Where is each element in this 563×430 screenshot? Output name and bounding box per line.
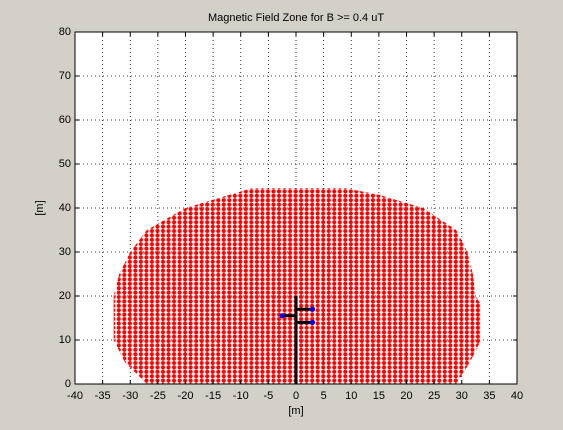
- x-tick-label: -30: [122, 390, 138, 402]
- x-tick-label: 0: [293, 390, 299, 402]
- y-tick-label: 80: [59, 26, 71, 38]
- x-tick-label: 40: [511, 390, 523, 402]
- y-tick-label: 30: [59, 246, 71, 258]
- y-tick-label: 0: [65, 378, 71, 390]
- x-tick-label: 5: [321, 390, 327, 402]
- x-tick-label: 10: [345, 390, 357, 402]
- y-tick-label: 20: [59, 290, 71, 302]
- x-axis-label: [m]: [288, 405, 303, 417]
- conductor: [310, 319, 316, 325]
- conductor: [279, 313, 285, 319]
- x-tick-label: 35: [483, 390, 495, 402]
- conductor: [310, 306, 316, 312]
- x-tick-label: -25: [150, 390, 166, 402]
- chart-title: Magnetic Field Zone for B >= 0.4 uT: [208, 12, 384, 24]
- y-tick-label: 50: [59, 158, 71, 170]
- x-tick-label: -5: [263, 390, 273, 402]
- x-tick-label: -10: [233, 390, 249, 402]
- x-tick-label: 25: [428, 390, 440, 402]
- x-tick-label: 30: [456, 390, 468, 402]
- y-tick-label: 60: [59, 114, 71, 126]
- x-tick-label: -40: [67, 390, 83, 402]
- x-tick-label: -35: [95, 390, 111, 402]
- x-tick-label: 15: [373, 390, 385, 402]
- x-tick-label: -15: [205, 390, 221, 402]
- x-tick-label: -20: [178, 390, 194, 402]
- x-tick-label: 20: [400, 390, 412, 402]
- y-tick-label: 10: [59, 334, 71, 346]
- field-zone: [113, 188, 482, 384]
- y-tick-label: 40: [59, 202, 71, 214]
- tower: [282, 296, 313, 384]
- y-tick-label: 70: [59, 70, 71, 82]
- y-axis-label: [m]: [34, 200, 46, 215]
